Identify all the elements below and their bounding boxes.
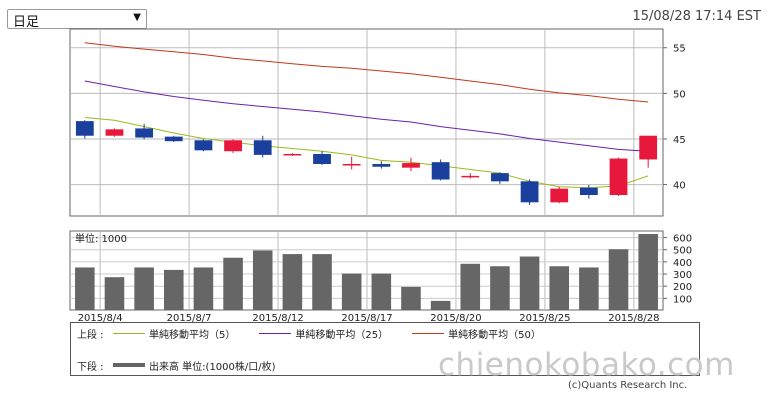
volume-y-tick-label: 400	[673, 258, 692, 269]
legend-label-ma25: 単純移動平均（25）	[295, 329, 389, 341]
candle-up	[105, 129, 124, 136]
legend-item-ma50: 単純移動平均（50）	[412, 326, 541, 341]
candle-up	[283, 153, 302, 156]
volume-bar	[312, 254, 332, 310]
ma50-line	[84, 42, 649, 103]
volume-y-tick-label: 200	[673, 282, 692, 293]
volume-unit-label: 単位: 1000	[75, 232, 127, 245]
volume-bar	[341, 273, 362, 310]
price-y-tick-label: 55	[673, 44, 686, 55]
volume-bar	[371, 273, 392, 310]
legend-swatch-ma50	[412, 332, 445, 334]
volume-bar	[401, 286, 421, 310]
candle-down	[313, 153, 331, 165]
candle-down	[253, 140, 272, 155]
price-y-tick-label: 40	[673, 181, 686, 192]
legend-swatch-ma5	[113, 332, 145, 334]
volume-bar	[608, 249, 629, 310]
volume-y-tick-label: 600	[673, 234, 692, 245]
timestamp: 15/08/28 17:14 EST	[632, 9, 761, 24]
volume-bar	[134, 267, 154, 310]
volume-bar	[282, 254, 303, 310]
candle-down	[75, 121, 94, 136]
legend-label-volume: 出来高 単位:(1000株/口/枚)	[149, 361, 276, 373]
legend-upper-label: 上段 :	[77, 329, 104, 341]
volume-bar	[430, 300, 451, 310]
volume-bar	[252, 250, 273, 310]
legend-upper-row: 上段 : 単純移動平均（5） 単純移動平均（25） 単純移動平均（50）	[77, 326, 565, 341]
legend-lower-label: 下段 :	[77, 361, 104, 373]
legend: 上段 : 単純移動平均（5） 単純移動平均（25） 単純移動平均（50） 下段 …	[70, 322, 700, 376]
candle-up	[639, 135, 658, 160]
candle-up	[550, 188, 569, 203]
volume-bar	[460, 263, 481, 310]
legend-item-ma5: 単純移動平均（5）	[113, 326, 235, 341]
ma5-line	[84, 117, 649, 189]
x-tick-label: 2015/8/4	[78, 313, 123, 324]
x-tick-label: 2015/8/7	[167, 313, 212, 324]
candle-down	[135, 128, 154, 138]
price-y-tick-label: 45	[673, 135, 686, 146]
ma25-line	[84, 80, 649, 152]
volume-bar	[549, 266, 570, 310]
legend-label-ma5: 単純移動平均（5）	[149, 329, 236, 341]
x-tick-label: 2015/8/28	[608, 313, 659, 324]
candle-down	[520, 181, 539, 203]
legend-lower-row: 下段 : 出来高 単位:(1000株/口/枚)	[77, 358, 300, 373]
x-tick-label: 2015/8/12	[252, 313, 303, 324]
legend-item-ma25: 単純移動平均（25）	[259, 326, 388, 341]
candle-down	[491, 173, 509, 182]
volume-y-tick-label: 100	[673, 294, 692, 305]
candle-down	[372, 164, 391, 167]
volume-bar	[638, 234, 658, 310]
x-tick-label: 2015/8/25	[519, 313, 570, 324]
watermark: chienokobako.com	[438, 347, 735, 383]
candle-up	[224, 140, 242, 152]
copyright: (c)Quants Research Inc.	[568, 380, 688, 391]
candle-down	[431, 162, 450, 180]
candle-down	[194, 140, 213, 151]
x-tick-label: 2015/8/20	[430, 313, 481, 324]
volume-bar	[519, 256, 540, 310]
volume-bar	[163, 269, 184, 310]
legend-item-volume: 出来高 単位:(1000株/口/枚)	[113, 358, 276, 373]
candle-down	[579, 187, 598, 196]
legend-swatch-ma25	[259, 332, 292, 334]
candle-down	[164, 136, 183, 142]
volume-y-tick-label: 300	[673, 270, 692, 281]
legend-label-ma50: 単純移動平均（50）	[448, 329, 541, 341]
chevron-down-icon[interactable]: ▼	[133, 12, 141, 23]
volume-bar	[75, 267, 95, 310]
candle-up	[342, 164, 361, 166]
volume-bar	[223, 257, 243, 310]
price-y-tick-label: 50	[673, 89, 686, 100]
volume-bar	[104, 277, 125, 310]
candle-up	[402, 163, 420, 168]
period-select-value: 日足	[13, 15, 40, 30]
volume-bar	[490, 266, 510, 310]
volume-bar	[579, 267, 599, 310]
volume-bar	[193, 267, 214, 310]
x-tick-label: 2015/8/17	[341, 313, 392, 324]
candle-up	[461, 175, 480, 178]
volume-y-tick-label: 500	[673, 246, 692, 257]
legend-swatch-volume	[113, 363, 145, 367]
candle-up	[609, 158, 628, 196]
